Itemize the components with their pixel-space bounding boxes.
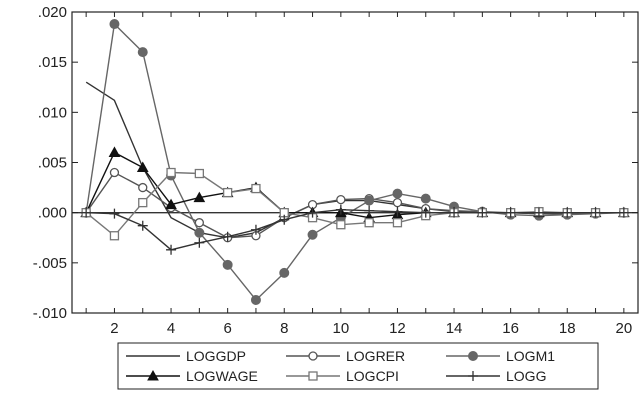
point-logg xyxy=(222,231,233,242)
point-logm1 xyxy=(222,259,233,270)
point-logrer xyxy=(336,194,346,205)
legend-box xyxy=(117,342,599,390)
point-logg xyxy=(194,237,205,248)
point-logg xyxy=(81,207,92,218)
point-logg xyxy=(590,207,601,218)
x-tick-label: 14 xyxy=(446,320,463,337)
point-logm1 xyxy=(109,19,120,30)
x-tick-label: 10 xyxy=(333,320,350,337)
x-tick-label: 8 xyxy=(280,320,288,337)
point-logcpi xyxy=(138,197,148,208)
series-logg xyxy=(81,204,629,255)
y-tick-label: .020 xyxy=(38,4,67,21)
point-logcpi xyxy=(364,218,374,228)
legend-marker xyxy=(308,351,318,361)
x-tick-label: 2 xyxy=(110,320,118,337)
legend-item-logg: LOGG xyxy=(446,368,546,384)
point-logg xyxy=(618,207,629,218)
y-tick-label: .010 xyxy=(38,104,67,121)
x-tick-label: 12 xyxy=(389,320,406,337)
point-logg xyxy=(279,214,290,225)
point-logrer xyxy=(392,197,403,208)
point-logcpi xyxy=(392,218,403,228)
point-logm1 xyxy=(137,47,148,58)
point-logg xyxy=(420,207,431,218)
y-tick-label: -.010 xyxy=(33,305,67,322)
series-line-logcpi xyxy=(85,171,624,237)
point-logg xyxy=(109,208,120,219)
x-tick-label: 16 xyxy=(502,320,519,337)
legend-item-logrer: LOGRER xyxy=(286,348,405,364)
x-tick-label: 4 xyxy=(167,320,175,337)
x-tick-label: 6 xyxy=(223,320,231,337)
legend-marker xyxy=(468,371,478,381)
point-logm1 xyxy=(392,188,403,199)
y-tick-label: .005 xyxy=(38,155,67,172)
point-logm1 xyxy=(420,193,431,204)
point-logg xyxy=(335,204,346,215)
point-logwage xyxy=(136,161,149,173)
point-logg xyxy=(392,206,403,217)
point-logg xyxy=(166,244,177,255)
point-logcpi xyxy=(109,231,120,241)
legend-item-logcpi: LOGCPI xyxy=(286,368,399,384)
point-logcpi xyxy=(166,167,176,178)
point-logg xyxy=(449,207,460,218)
legend-marker xyxy=(308,371,318,381)
y-tick-label: .015 xyxy=(38,54,67,71)
point-logm1 xyxy=(307,229,318,240)
point-logwage xyxy=(193,191,206,203)
point-logg xyxy=(533,207,544,218)
point-logcpi xyxy=(251,183,261,194)
legend-label: LOGGDP xyxy=(186,348,246,364)
point-logg xyxy=(562,207,573,218)
point-logg xyxy=(307,207,318,218)
x-tick-label: 20 xyxy=(616,320,633,337)
point-logrer xyxy=(138,182,148,193)
point-logwage xyxy=(108,146,121,157)
legend-item-logwage: LOGWAGE xyxy=(126,368,258,384)
point-logm1 xyxy=(279,267,290,278)
y-tick-label: -.005 xyxy=(33,255,67,272)
point-logcpi xyxy=(336,220,346,230)
y-tick-label: .000 xyxy=(38,205,67,222)
point-logcpi xyxy=(194,168,205,179)
point-logg xyxy=(250,224,261,235)
point-logrer xyxy=(194,218,205,228)
series-line-logrer xyxy=(85,171,624,239)
legend-label: LOGG xyxy=(506,368,546,384)
point-logg xyxy=(505,207,516,218)
legend-item-loggdp: LOGGDP xyxy=(126,348,246,364)
legend-label: LOGWAGE xyxy=(186,368,258,384)
legend-label: LOGM1 xyxy=(506,348,555,364)
point-logm1 xyxy=(250,294,261,305)
point-logcpi xyxy=(222,187,233,198)
point-logm1 xyxy=(364,195,375,206)
legend-marker xyxy=(147,369,159,381)
point-logg xyxy=(137,220,148,231)
point-logg xyxy=(364,205,375,216)
legend-item-logm1: LOGM1 xyxy=(446,348,555,364)
legend-marker xyxy=(468,351,478,361)
legend-label: LOGCPI xyxy=(346,368,399,384)
point-logwage xyxy=(165,198,177,210)
legend-label: LOGRER xyxy=(346,348,405,364)
point-logrer xyxy=(109,167,120,178)
point-logm1 xyxy=(194,227,205,238)
x-tick-label: 18 xyxy=(559,320,576,337)
point-logg xyxy=(477,207,488,218)
